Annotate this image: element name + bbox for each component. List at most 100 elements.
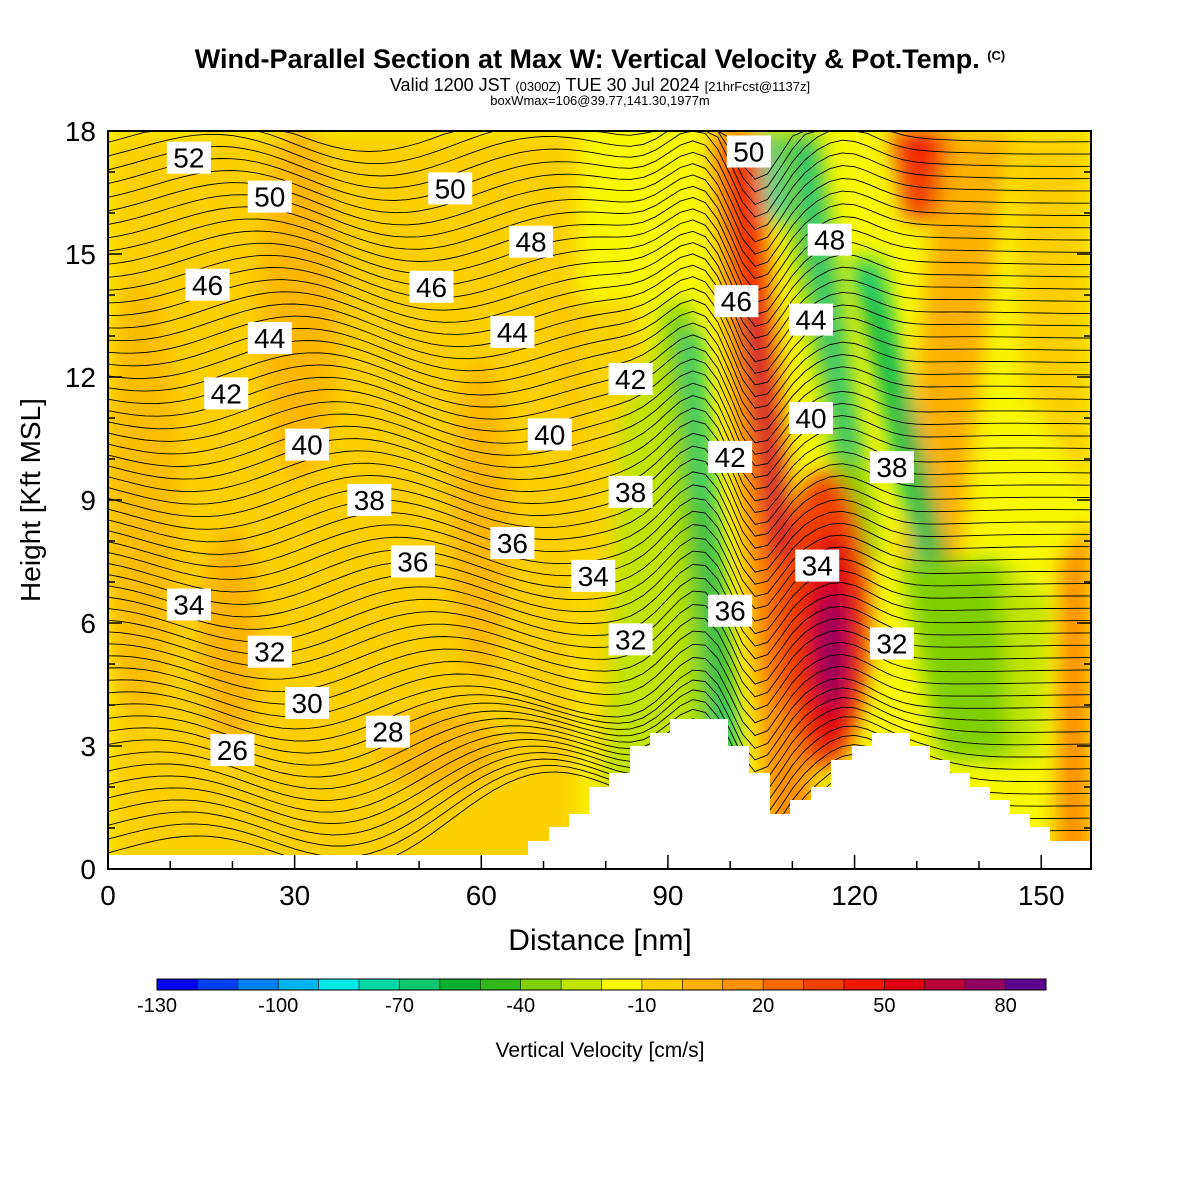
contour-label: 36 [708,594,753,627]
x-tick-label: 120 [831,880,878,911]
x-tick-label: 90 [652,880,683,911]
chart-box-info: boxWmax=106@39.77,141.30,1977m [490,93,710,108]
contour-label: 48 [509,225,554,258]
svg-text:42: 42 [211,378,242,409]
colorbar-swatch [722,979,764,990]
colorbar-swatch [1005,979,1047,990]
vertical-velocity-field [108,131,1091,869]
contour-label: 32 [247,635,292,668]
colorbar-tick-label: -130 [137,995,177,1017]
colorbar-tick-label: 20 [752,995,774,1017]
y-tick-label: 6 [80,608,96,639]
colorbar-swatch [763,979,805,990]
svg-text:32: 32 [615,624,646,655]
contour-label: 36 [490,527,535,560]
contour-label: 40 [789,402,834,434]
svg-text:36: 36 [715,596,746,627]
contour-label: 34 [571,559,616,592]
svg-text:34: 34 [578,561,609,592]
contour-label: 38 [608,475,653,508]
colorbar-swatch [803,979,845,990]
svg-text:44: 44 [497,317,528,348]
colorbar: -130 -100 -70 -40 -10 20 50 80 [137,978,1047,1017]
colorbar-label: Vertical Velocity [cm/s] [496,1039,705,1062]
svg-text:38: 38 [354,485,385,516]
contour-label: 36 [390,545,435,578]
svg-text:36: 36 [497,528,528,559]
colorbar-swatch [157,979,198,990]
x-axis-label: Distance [nm] [508,924,691,957]
x-tick-label: 150 [1018,880,1065,911]
svg-text:48: 48 [515,227,546,258]
contour-label: 42 [608,363,653,396]
colorbar-swatch [480,979,522,990]
svg-text:46: 46 [192,270,223,301]
svg-text:38: 38 [615,477,646,508]
svg-text:26: 26 [217,735,248,766]
colorbar-swatch [237,979,279,990]
y-tick-label: 15 [65,239,96,270]
svg-text:50: 50 [435,173,466,204]
colorbar-swatch [278,979,320,990]
svg-text:44: 44 [795,305,826,336]
colorbar-swatch [843,979,885,990]
contour-label: 44 [490,315,535,348]
colorbar-swatch [561,979,602,990]
contour-label: 50 [247,180,292,213]
colorbar-tick-label: -40 [506,995,535,1017]
svg-text:36: 36 [397,547,428,578]
x-tick-label: 0 [100,880,116,911]
y-tick-label: 3 [80,731,96,762]
svg-text:52: 52 [173,143,204,174]
terrain-mask [108,719,1091,869]
contour-label: 50 [428,172,473,205]
y-tick-label: 12 [65,362,96,393]
svg-text:32: 32 [876,629,907,660]
colorbar-swatch [641,979,683,990]
contour-label: 46 [185,268,230,301]
contour-label: 42 [708,440,753,473]
y-tick-label: 9 [80,485,96,516]
svg-text:34: 34 [802,551,833,582]
svg-text:40: 40 [534,419,565,450]
contour-label: 46 [409,270,454,303]
contour-label: 38 [347,484,392,516]
contour-label: 48 [807,223,852,256]
y-axis-label: Height [Kft MSL] [15,398,46,602]
colorbar-swatch [965,979,1007,990]
contour-label: 26 [210,734,255,767]
colorbar-tick-label: -70 [385,995,414,1017]
colorbar-tick-label: -10 [627,995,656,1017]
contour-label: 46 [714,285,759,318]
svg-text:42: 42 [615,364,646,395]
colorbar-swatch [884,979,926,990]
contour-label: 32 [608,623,653,656]
svg-text:46: 46 [721,286,752,317]
contour-label: 34 [166,588,211,621]
colorbar-swatch [601,979,643,990]
colorbar-swatch [924,979,966,990]
contour-label: 44 [789,303,834,336]
contour-label: 30 [285,686,330,719]
contour-label: 38 [869,451,914,484]
svg-text:42: 42 [715,442,746,473]
colorbar-swatch [318,979,360,990]
colorbar-swatch [197,979,239,990]
svg-text:38: 38 [876,452,907,483]
contour-label: 28 [365,715,410,748]
colorbar-tick-label: -100 [258,995,298,1017]
contour-label: 42 [204,377,249,410]
colorbar-swatch [399,979,441,990]
colorbar-swatch [520,979,562,990]
x-tick-label: 60 [466,880,497,911]
y-tick-label: 0 [80,854,96,885]
contour-label: 52 [166,141,211,174]
svg-text:50: 50 [733,137,764,168]
svg-text:40: 40 [795,403,826,434]
svg-text:32: 32 [254,637,285,668]
svg-text:40: 40 [292,430,323,461]
svg-text:44: 44 [254,323,285,354]
chart-title: Wind-Parallel Section at Max W: Vertical… [194,44,1006,74]
svg-text:50: 50 [254,182,285,213]
contour-label: 44 [247,322,292,355]
